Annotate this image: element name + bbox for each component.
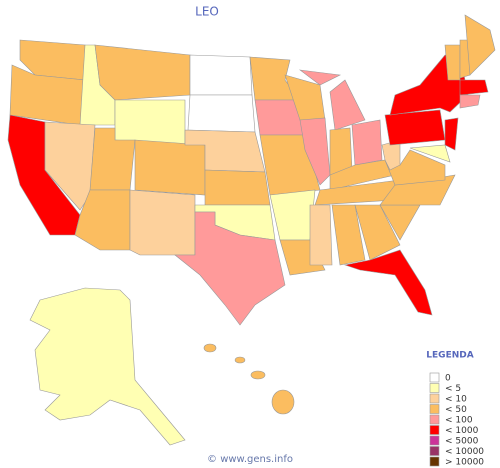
state <box>204 169 271 206</box>
legend-swatch <box>429 372 440 383</box>
legend-label: < 5000 <box>445 437 479 447</box>
state <box>189 54 253 96</box>
state <box>444 117 459 151</box>
legend-swatch <box>429 456 440 467</box>
state <box>250 370 266 380</box>
legend-swatch <box>429 435 440 446</box>
legend: 0< 5< 10< 50< 100< 1000< 5000< 10000> 10… <box>429 372 484 468</box>
legend-label: < 100 <box>445 416 473 426</box>
state <box>203 343 217 353</box>
state <box>269 189 316 241</box>
legend-swatch <box>429 383 440 393</box>
state <box>444 44 461 81</box>
state <box>309 204 333 266</box>
legend-label: > 10000 <box>445 458 484 468</box>
state <box>351 119 383 166</box>
state <box>329 79 366 131</box>
state <box>459 79 489 96</box>
state <box>459 94 481 109</box>
state <box>299 117 331 186</box>
state <box>129 189 196 256</box>
state <box>464 14 496 76</box>
legend-swatch <box>429 425 440 435</box>
state <box>354 204 401 261</box>
state <box>187 94 256 133</box>
state <box>234 356 246 364</box>
legend-label: < 1000 <box>445 426 479 436</box>
us-map <box>7 14 496 446</box>
map-title: LEO <box>195 5 219 19</box>
state <box>174 211 286 326</box>
legend-label: < 10000 <box>445 447 484 457</box>
state <box>94 44 191 101</box>
legend-swatch <box>429 446 440 456</box>
state <box>271 389 295 415</box>
legend-swatch <box>429 414 440 425</box>
state <box>384 109 446 146</box>
legend-label: < 50 <box>445 405 467 415</box>
legend-swatch <box>429 404 440 414</box>
state <box>29 287 186 446</box>
legend-label: 0 <box>445 374 451 384</box>
legend-title: LEGENDA <box>426 351 473 361</box>
state <box>343 249 433 316</box>
state <box>298 69 342 86</box>
footer: © www.gens.info <box>207 454 293 465</box>
legend-label: < 10 <box>445 395 467 405</box>
state <box>134 139 206 196</box>
legend-swatch <box>429 393 440 404</box>
state <box>331 204 366 266</box>
state <box>114 99 186 146</box>
legend-label: < 5 <box>445 384 461 394</box>
state <box>409 144 451 163</box>
